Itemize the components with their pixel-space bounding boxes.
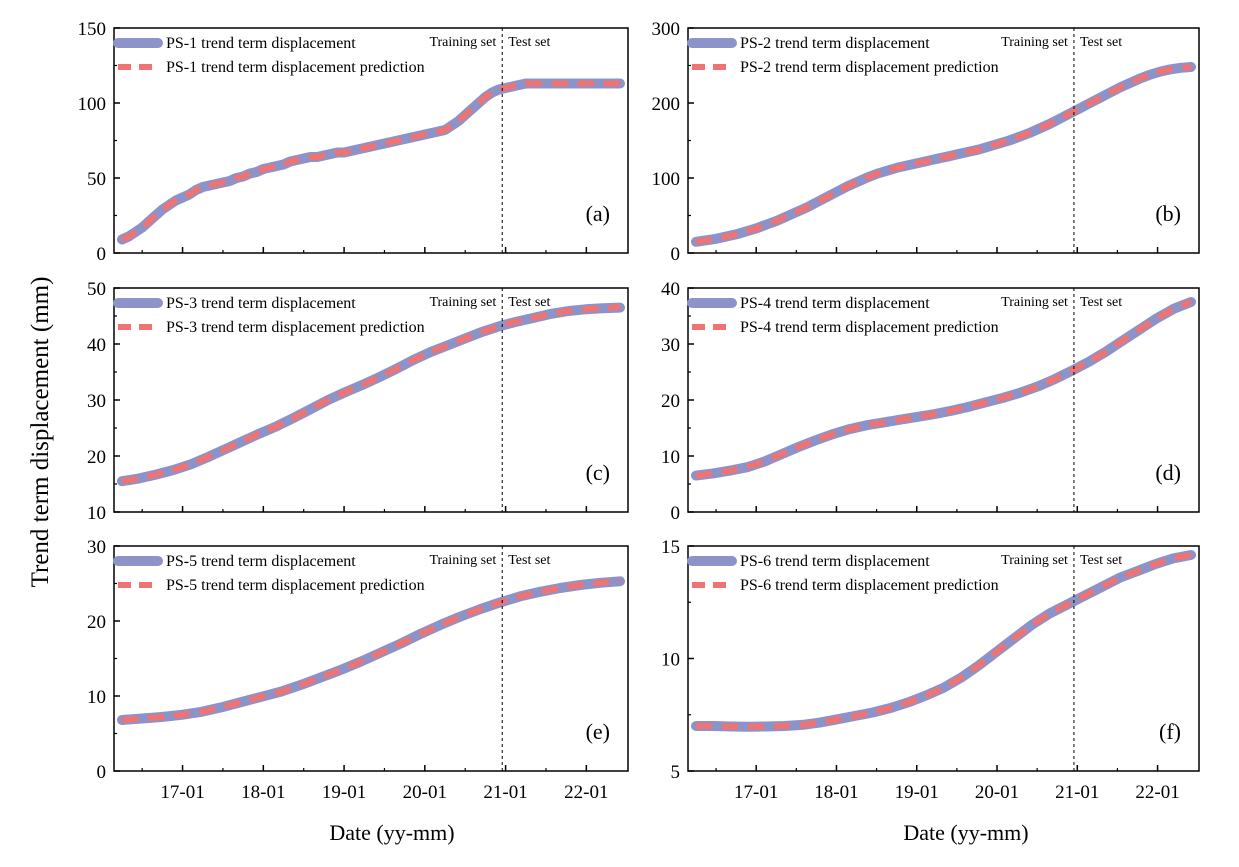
legend-label: PS-6 trend term displacement prediction [740,577,999,594]
panel-label: (f) [1159,719,1181,744]
y-tick-label: 10 [87,687,106,708]
y-tick-label: 0 [97,762,107,783]
legend-label: PS-5 trend term displacement [166,553,356,570]
y-tick-label: 5 [671,762,681,783]
y-tick-label: 15 [661,537,680,558]
y-tick-label: 100 [652,169,681,190]
test-set-label: Test set [1080,295,1122,310]
y-tick-label: 200 [652,94,681,115]
x-tick-label: 21-01 [483,782,527,803]
x-tick-label: 22-01 [564,782,608,803]
x-tick-label: 19-01 [322,782,366,803]
x-tick-label: 22-01 [1135,782,1179,803]
training-set-label: Training set [429,295,496,310]
y-tick-label: 10 [661,650,680,671]
panel-f: Training set Test set 5 10 15 17-01 18-01 19-01… [661,537,1200,803]
legend-label: PS-4 trend term displacement prediction [740,319,999,336]
y-tick-label: 30 [87,391,106,412]
legend-label: PS-6 trend term displacement [740,553,930,570]
prediction-series-line [120,80,620,243]
actual-series-line [117,576,625,725]
x-tick-label: 20-01 [403,782,447,803]
y-tick-label: 10 [87,503,106,524]
test-set-label: Test set [508,35,550,50]
legend-label: PS-4 trend term displacement [740,295,930,312]
y-axis-title: Trend term displacement (mm) [27,277,54,588]
prediction-series-line [695,64,1192,245]
y-tick-label: 10 [661,447,680,468]
y-tick-label: 20 [87,447,106,468]
panel-label: (c) [586,460,610,485]
x-tick-label: 20-01 [975,782,1019,803]
y-tick-label: 150 [78,19,107,40]
panel-c: Training set Test set 10 20 30 40 50 PS-3 trend… [87,279,629,524]
x-tick-label: 21-01 [1055,782,1099,803]
legend-label: PS-3 trend term displacement [166,295,356,312]
training-set-label: Training set [429,553,496,568]
x-tick-label: 19-01 [895,782,939,803]
x-tick-label: 17-01 [160,782,204,803]
test-set-label: Test set [1080,553,1122,568]
panel-d: Training set Test set 0 10 20 30 40 PS-4 trend … [661,279,1200,524]
legend-label: PS-1 trend term displacement [166,35,356,52]
panel-label: (e) [586,719,610,744]
y-tick-label: 30 [661,335,680,356]
prediction-series-line [121,304,621,485]
x-axis-title-right: Date (yy-mm) [903,820,1028,845]
x-tick-label: 17-01 [734,782,778,803]
panel-label: (b) [1155,201,1181,226]
panel-b: Training set Test set 0 100 200 300 PS-2 trend… [652,19,1200,265]
legend-label: PS-5 trend term displacement prediction [166,577,425,594]
y-tick-label: 40 [661,279,680,300]
y-tick-label: 50 [87,279,106,300]
test-set-label: Test set [508,295,550,310]
panel-e: Training set Test set 0 10 20 30 17-01 18-01 19-… [87,537,629,803]
y-tick-label: 50 [87,169,106,190]
training-set-label: Training set [1001,35,1068,50]
y-tick-label: 20 [87,612,106,633]
training-set-label: Training set [1001,295,1068,310]
test-set-label: Test set [1080,35,1122,50]
training-set-label: Training set [1001,553,1068,568]
y-tick-label: 40 [87,335,106,356]
panel-label: (a) [586,201,610,226]
x-tick-label: 18-01 [241,782,285,803]
panel-a: Training set Test set 0 50 100 150 PS-1 trend … [78,19,629,265]
y-tick-label: 300 [652,19,681,40]
legend-label: PS-3 trend term displacement prediction [166,319,425,336]
x-axis-title-left: Date (yy-mm) [329,820,454,845]
legend-label: PS-2 trend term displacement prediction [740,59,999,76]
y-tick-label: 30 [87,537,106,558]
y-tick-label: 100 [78,94,107,115]
training-set-label: Training set [429,35,496,50]
y-tick-label: 0 [671,503,681,524]
legend-label: PS-2 trend term displacement [740,35,930,52]
legend-label: PS-1 trend term displacement prediction [166,59,425,76]
actual-series-line [117,78,625,245]
panel-label: (d) [1155,460,1181,485]
y-tick-label: 0 [671,244,681,265]
prediction-series-line [121,577,621,723]
x-tick-label: 18-01 [814,782,858,803]
test-set-label: Test set [508,553,550,568]
y-tick-label: 0 [97,244,107,265]
prediction-series-line [695,299,1193,479]
prediction-series-line [696,552,1192,730]
y-tick-label: 20 [661,391,680,412]
